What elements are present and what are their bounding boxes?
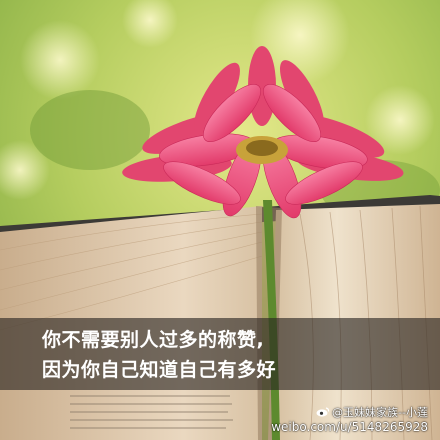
watermark-url: weibo.com/u/5148265928 [271, 420, 428, 434]
weibo-watermark: @玉妹妹家族--小莲 weibo.com/u/5148265928 [271, 404, 428, 434]
watermark-handle: @玉妹妹家族--小莲 [332, 406, 428, 419]
caption-line-1: 你不需要别人过多的称赞, [42, 329, 265, 351]
watermark-handle-row: @玉妹妹家族--小莲 [271, 404, 428, 420]
caption-line-2: 因为你自己知道自己有多好 [42, 359, 277, 381]
weibo-logo-icon [316, 407, 330, 417]
caption-band [0, 318, 440, 390]
pink-flower [122, 46, 404, 219]
